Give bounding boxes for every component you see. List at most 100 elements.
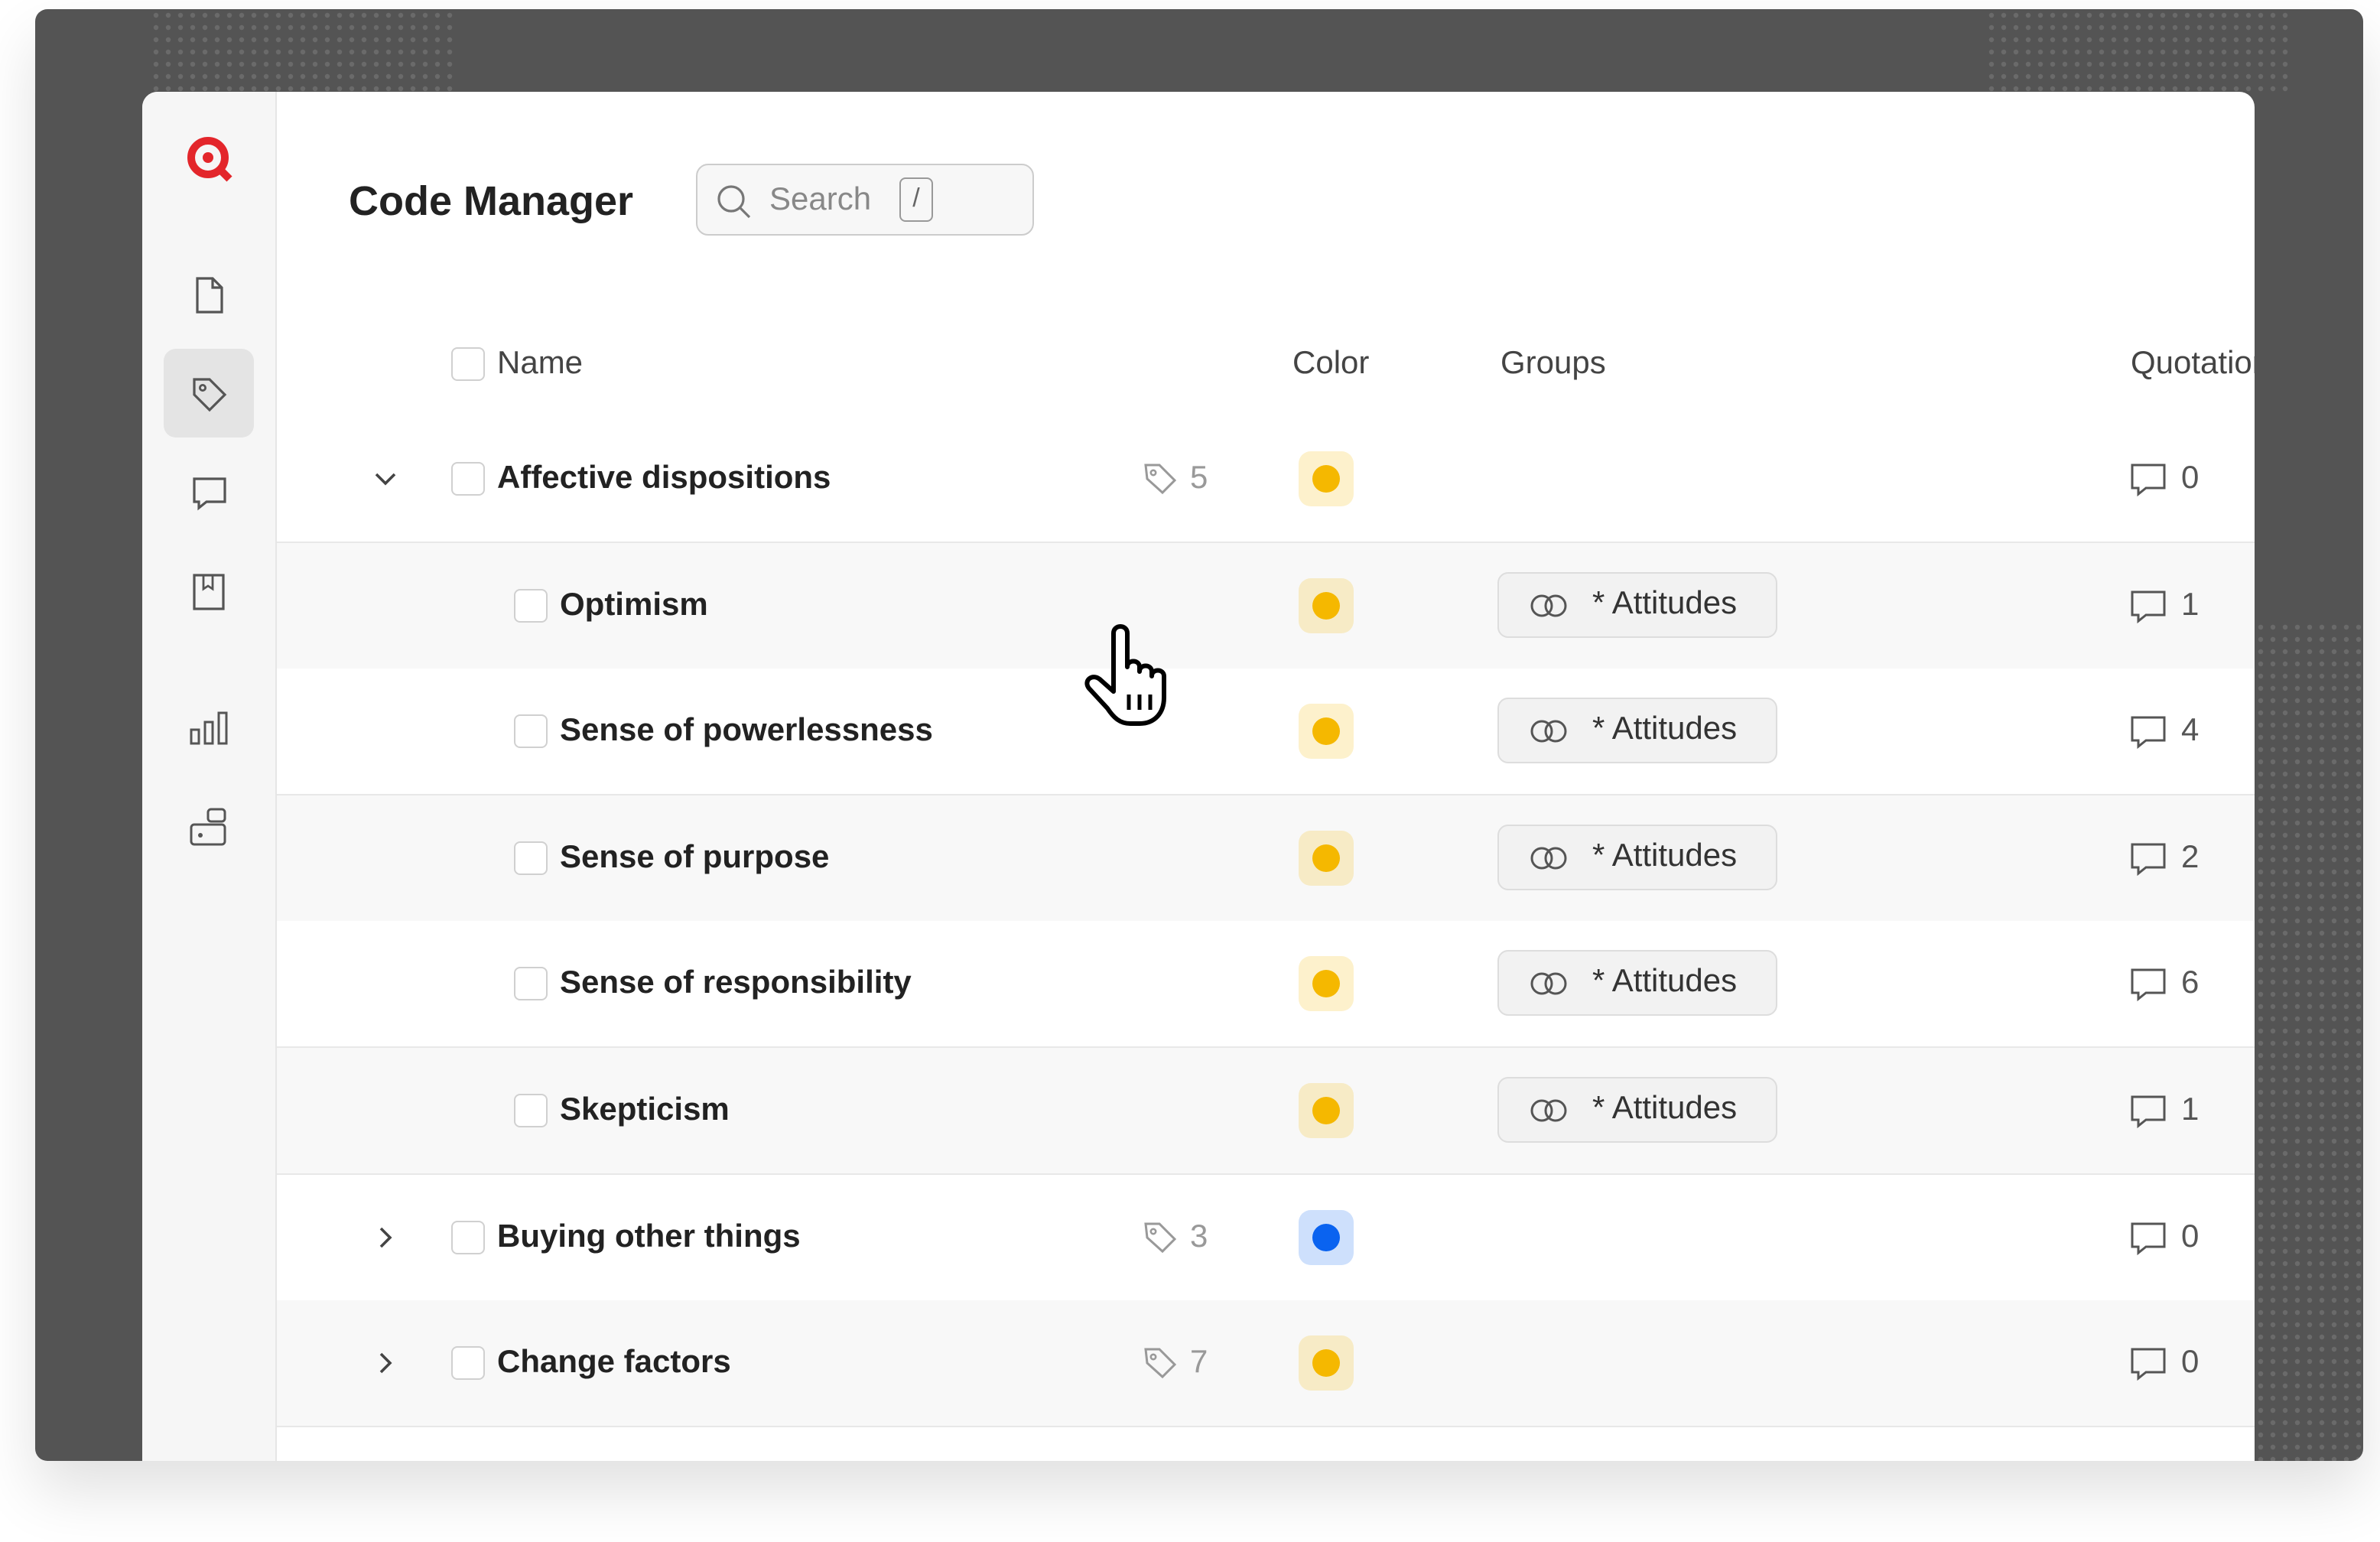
code-count-icon	[1143, 1345, 1182, 1389]
code-row[interactable]: Change factors 7 0	[277, 1300, 2255, 1428]
row-checkbox[interactable]	[514, 967, 548, 1001]
code-name: Buying other things	[497, 1218, 801, 1254]
group-pill[interactable]: * Attitudes	[1497, 698, 1777, 764]
select-all-checkbox[interactable]	[451, 347, 485, 381]
search-box[interactable]: Search /	[696, 164, 1034, 236]
quotations-icon[interactable]	[191, 474, 231, 514]
code-name: Change factors	[497, 1345, 731, 1381]
pointer-cursor	[1083, 624, 1181, 739]
color-swatch[interactable]	[1299, 1083, 1354, 1138]
color-dot	[1312, 591, 1340, 620]
quotation-icon	[2129, 587, 2169, 634]
row-checkbox[interactable]	[514, 841, 548, 875]
documents-icon[interactable]	[191, 275, 228, 315]
network-icon[interactable]	[188, 806, 231, 849]
code-row[interactable]: Affective dispositions 5 0	[277, 416, 2255, 543]
quotation-count: 0	[2181, 1345, 2200, 1381]
color-swatch[interactable]	[1299, 704, 1354, 760]
code-row[interactable]: Buying other things 3 0	[277, 1174, 2255, 1302]
search-placeholder: Search	[769, 182, 872, 217]
code-row[interactable]: Sense of responsibility * Attitudes 6	[277, 921, 2255, 1049]
active-nav[interactable]	[164, 349, 254, 438]
row-checkbox[interactable]	[451, 1346, 485, 1381]
color-swatch[interactable]	[1299, 577, 1354, 633]
group-pill[interactable]: * Attitudes	[1497, 950, 1777, 1017]
dot-pattern	[150, 9, 456, 92]
code-row[interactable]: Skepticism * Attitudes 1	[277, 1048, 2255, 1175]
quotation-icon	[2129, 966, 2169, 1013]
color-swatch[interactable]	[1299, 1335, 1354, 1391]
dot-pattern	[1985, 9, 2291, 92]
color-dot	[1312, 970, 1340, 998]
code-name: Sense of purpose	[560, 839, 830, 875]
group-name: * Attitudes	[1592, 838, 1738, 873]
app-window: Code Manager Search / Name Color Groups …	[142, 92, 2255, 1461]
group-pill[interactable]: * Attitudes	[1497, 571, 1777, 638]
code-name: Affective dispositions	[497, 460, 831, 496]
code-count: 5	[1190, 460, 1208, 496]
row-checkbox[interactable]	[514, 714, 548, 749]
group-name: * Attitudes	[1592, 964, 1738, 1000]
color-swatch[interactable]	[1299, 830, 1354, 886]
column-header[interactable]: Color	[1292, 346, 1370, 381]
expand-chevron	[372, 1223, 399, 1258]
color-dot	[1312, 844, 1340, 872]
group-icon	[1530, 591, 1572, 626]
quotation-count: 6	[2181, 965, 2200, 1001]
group-pill[interactable]: * Attitudes	[1497, 1077, 1777, 1143]
code-row[interactable]: Optimism * Attitudes 1	[277, 542, 2255, 670]
code-name: Skepticism	[560, 1092, 730, 1127]
expand-chevron	[372, 1349, 399, 1384]
page-title: Code Manager	[349, 178, 634, 224]
quotation-count: 1	[2181, 1092, 2200, 1127]
color-dot	[1312, 1097, 1340, 1124]
dot-pattern	[2255, 621, 2363, 1461]
logo[interactable]	[185, 135, 234, 184]
group-icon	[1530, 971, 1572, 1006]
quotation-count: 4	[2181, 713, 2200, 749]
color-dot	[1312, 1349, 1340, 1378]
memos-icon[interactable]	[191, 572, 228, 612]
quotation-icon	[2129, 1345, 2169, 1392]
collapse-chevron	[372, 465, 399, 500]
column-header[interactable]: Groups	[1501, 346, 1606, 381]
column-header[interactable]: Name	[497, 346, 584, 381]
code-name: Sense of responsibility	[560, 965, 912, 1001]
quotation-icon	[2129, 713, 2169, 760]
group-icon	[1530, 717, 1572, 753]
code-row[interactable]: Sense of purpose * Attitudes 2	[277, 795, 2255, 922]
group-icon	[1530, 844, 1572, 880]
row-checkbox[interactable]	[451, 462, 485, 496]
group-icon	[1530, 1097, 1572, 1132]
search-icon	[717, 185, 751, 219]
code-name: Sense of powerlessness	[560, 713, 933, 749]
code-count-icon	[1143, 460, 1182, 505]
color-swatch[interactable]	[1299, 1209, 1354, 1265]
group-name: * Attitudes	[1592, 1091, 1738, 1126]
table-body: Affective dispositions 5 0 Optimism * Attitu…	[142, 92, 2255, 1461]
quotation-count: 1	[2181, 587, 2200, 623]
color-swatch[interactable]	[1299, 451, 1354, 506]
code-row[interactable]: Sense of powerlessness * Attitudes 4	[277, 669, 2255, 796]
code-count: 7	[1190, 1345, 1208, 1381]
search-shortcut: /	[899, 177, 933, 222]
color-swatch[interactable]	[1299, 956, 1354, 1012]
color-dot	[1312, 1223, 1340, 1251]
column-header[interactable]: Quotations	[2131, 346, 2255, 381]
group-pill[interactable]: * Attitudes	[1497, 824, 1777, 890]
quotation-count: 0	[2181, 460, 2200, 496]
codes-icon[interactable]	[190, 375, 229, 415]
row-checkbox[interactable]	[451, 1220, 485, 1254]
row-checkbox[interactable]	[514, 1094, 548, 1127]
row-checkbox[interactable]	[514, 588, 548, 623]
quotation-icon	[2129, 1218, 2169, 1266]
analysis-icon[interactable]	[188, 708, 231, 748]
quotation-icon	[2129, 460, 2169, 508]
code-count: 3	[1190, 1218, 1208, 1254]
code-count-icon	[1143, 1218, 1182, 1263]
quotation-count: 0	[2181, 1218, 2200, 1254]
group-name: * Attitudes	[1592, 711, 1738, 747]
color-dot	[1312, 717, 1340, 746]
group-name: * Attitudes	[1592, 585, 1738, 621]
